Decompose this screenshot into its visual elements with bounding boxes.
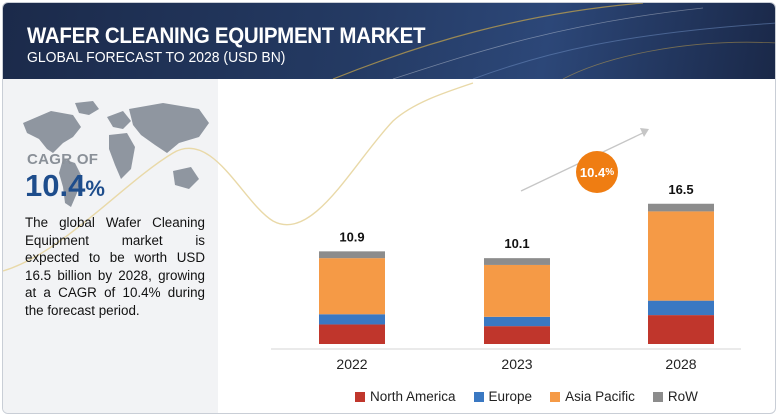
x-tick-label-2028: 2028 xyxy=(665,356,696,372)
bar-segment-north-america-2022 xyxy=(319,324,385,344)
bar-group xyxy=(319,203,714,344)
world-map-icon xyxy=(23,101,209,207)
legend-swatch xyxy=(355,391,365,402)
label-group: 10.9 2022 10.1 2023 16.5 2028 xyxy=(336,182,696,372)
bar-segment-row-2023 xyxy=(484,258,550,265)
page-title: WAFER CLEANING EQUIPMENT MARKET xyxy=(27,23,426,48)
growth-arrow-head-icon xyxy=(640,128,649,137)
legend-swatch xyxy=(652,391,663,402)
bar-segment-north-america-2023 xyxy=(484,326,550,344)
x-tick-label-2023: 2023 xyxy=(501,356,532,372)
legend-label: North America xyxy=(370,389,456,404)
page-subtitle: GLOBAL FORECAST TO 2028 (USD BN) xyxy=(27,49,286,66)
chart-legend: North America Europe Asia Pacific RoW xyxy=(355,389,716,404)
total-label-2022: 10.9 xyxy=(339,229,364,244)
legend-label: Asia Pacific xyxy=(565,389,635,404)
bar-segment-row-2028 xyxy=(648,203,714,212)
cagr-callout-number: 10.4 xyxy=(579,164,606,180)
cagr-callout-unit: % xyxy=(605,166,615,178)
bar-segment-asia-pacific-2022 xyxy=(319,258,385,315)
bar-segment-north-america-2028 xyxy=(648,315,714,344)
total-label-2028: 16.5 xyxy=(668,182,693,197)
header-banner: WAFER CLEANING EQUIPMENT MARKET GLOBAL F… xyxy=(3,3,775,79)
legend-item-europe: Europe xyxy=(473,389,533,404)
legend-item-row: RoW xyxy=(652,389,698,404)
legend-item-north-america: North America xyxy=(355,389,456,404)
market-chart: 10.9 2022 10.1 2023 16.5 2028 xyxy=(3,82,741,372)
x-tick-label-2022: 2022 xyxy=(336,356,367,372)
total-label-2023: 10.1 xyxy=(504,236,529,251)
cagr-label: CAGR OF xyxy=(27,151,99,168)
legend-label: RoW xyxy=(667,389,698,404)
bar-segment-asia-pacific-2023 xyxy=(484,264,550,317)
cagr-value: 10.4% xyxy=(25,168,105,204)
bar-segment-europe-2023 xyxy=(484,316,550,327)
bar-segment-europe-2022 xyxy=(319,314,385,325)
legend-swatch xyxy=(473,391,484,402)
market-description: The global Wafer Cleaning Equipment mark… xyxy=(25,215,205,318)
legend-item-asia-pacific: Asia Pacific xyxy=(550,389,635,404)
bar-segment-europe-2028 xyxy=(648,300,714,316)
legend-swatch xyxy=(550,391,561,402)
cagr-number: 10.4 xyxy=(25,168,86,203)
cagr-unit: % xyxy=(85,176,105,201)
bar-segment-row-2022 xyxy=(319,251,385,259)
header-decoration xyxy=(332,3,775,79)
cagr-callout-badge: 10.4% xyxy=(576,151,618,193)
decorative-trend-curve xyxy=(3,82,474,272)
bar-segment-asia-pacific-2028 xyxy=(648,211,714,301)
legend-label: Europe xyxy=(488,389,533,404)
